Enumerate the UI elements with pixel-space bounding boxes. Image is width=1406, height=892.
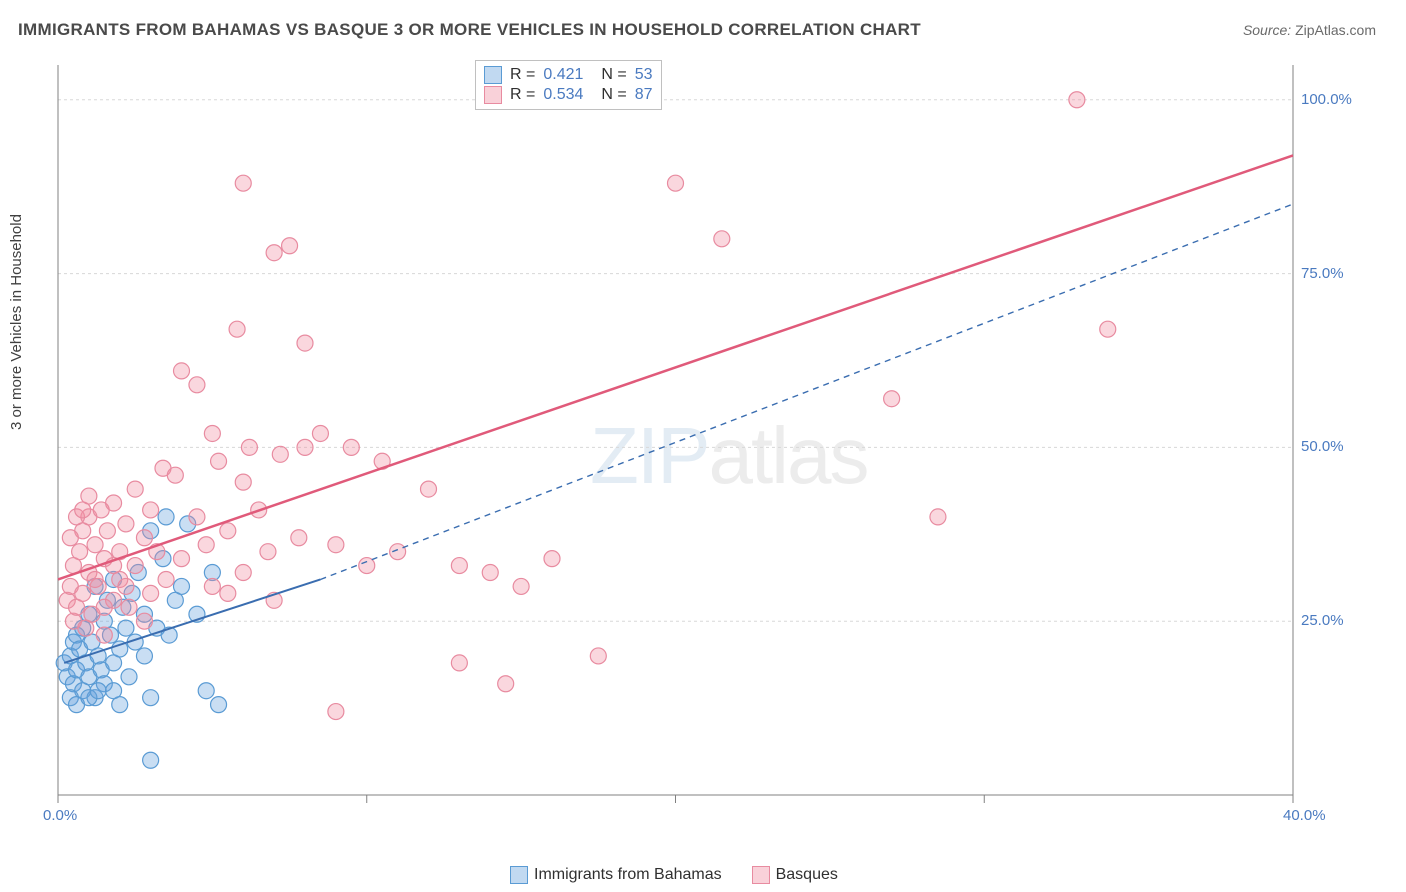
r-label: R =	[510, 86, 535, 104]
legend-label: Basques	[776, 866, 838, 884]
plot-area	[48, 55, 1348, 825]
n-label: N =	[601, 66, 626, 84]
stats-row: R = 0.421 N = 53	[484, 65, 653, 85]
y-axis-label: 3 or more Vehicles in Household	[8, 214, 25, 430]
bottom-legend: Immigrants from Bahamas Basques	[510, 866, 838, 884]
n-value: 87	[635, 86, 653, 104]
n-value: 53	[635, 66, 653, 84]
y-tick-label: 50.0%	[1301, 438, 1344, 455]
r-value: 0.534	[543, 86, 583, 104]
y-tick-label: 25.0%	[1301, 612, 1344, 629]
y-tick-label: 75.0%	[1301, 265, 1344, 282]
x-tick-label: 0.0%	[43, 807, 77, 824]
y-tick-label: 100.0%	[1301, 91, 1352, 108]
source-name: ZipAtlas.com	[1295, 22, 1376, 38]
legend-item: Basques	[752, 866, 838, 884]
chart-svg	[48, 55, 1348, 825]
swatch-pink-icon	[484, 86, 502, 104]
source-label: Source:	[1243, 22, 1291, 38]
legend-label: Immigrants from Bahamas	[534, 866, 722, 884]
n-label: N =	[601, 86, 626, 104]
swatch-blue-icon	[510, 866, 528, 884]
swatch-pink-icon	[752, 866, 770, 884]
stats-legend-box: R = 0.421 N = 53 R = 0.534 N = 87	[475, 60, 662, 110]
legend-item: Immigrants from Bahamas	[510, 866, 722, 884]
r-label: R =	[510, 66, 535, 84]
source-attribution: Source: ZipAtlas.com	[1243, 22, 1376, 38]
chart-title: IMMIGRANTS FROM BAHAMAS VS BASQUE 3 OR M…	[18, 20, 921, 40]
swatch-blue-icon	[484, 66, 502, 84]
chart-container: { "title": "IMMIGRANTS FROM BAHAMAS VS B…	[0, 0, 1406, 892]
x-tick-label: 40.0%	[1283, 807, 1326, 824]
r-value: 0.421	[543, 66, 583, 84]
stats-row: R = 0.534 N = 87	[484, 85, 653, 105]
